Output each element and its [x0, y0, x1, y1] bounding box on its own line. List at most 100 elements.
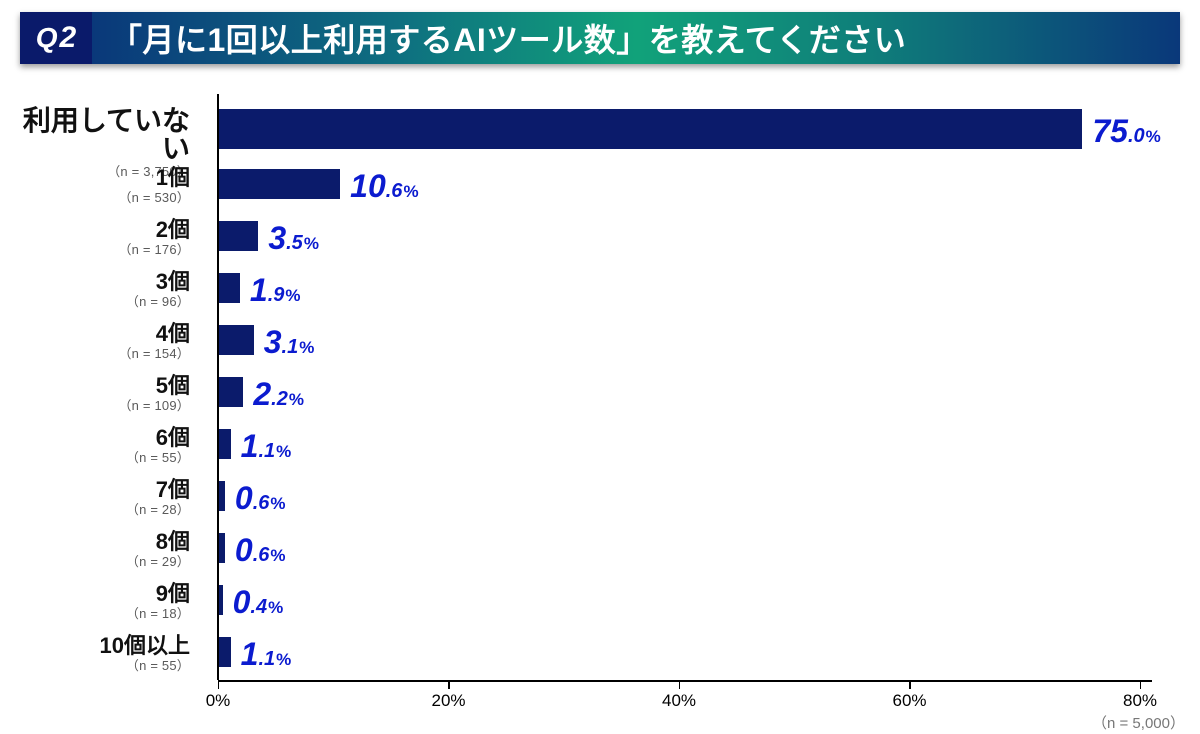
- bar: [218, 429, 231, 459]
- bar-row: 6個 （n = 55） 1.1%: [0, 418, 1180, 470]
- question-number-badge: Q2: [20, 12, 92, 64]
- category-text: 5個: [118, 375, 190, 397]
- bar: [218, 325, 254, 355]
- x-tick-label: 20%: [431, 691, 465, 711]
- x-axis-line: [218, 680, 1152, 682]
- bar-row: 8個 （n = 29） 0.6%: [0, 522, 1180, 574]
- value-pct: %: [403, 182, 418, 201]
- value-label: 3.5%: [268, 222, 319, 254]
- value-int: 0: [235, 480, 253, 516]
- bar-row: 7個 （n = 28） 0.6%: [0, 470, 1180, 522]
- value-dec: .1: [258, 648, 275, 670]
- value-pct: %: [299, 338, 314, 357]
- value-dec: .6: [253, 544, 270, 566]
- x-tick: [448, 680, 450, 689]
- value-label: 2.2%: [253, 378, 304, 410]
- title-bar: 「月に1回以上利用するAIツール数」を教えてください: [92, 12, 1180, 64]
- category-text: 8個: [126, 531, 190, 553]
- x-tick-label: 0%: [206, 691, 231, 711]
- value-label: 75.0%: [1092, 115, 1160, 147]
- value-dec: .4: [250, 596, 267, 618]
- category-n: （n = 55）: [100, 659, 190, 672]
- category-text: 1個: [118, 167, 190, 189]
- value-dec: .5: [286, 232, 303, 254]
- value-label: 10.6%: [350, 170, 418, 202]
- category-text: 9個: [126, 583, 190, 605]
- x-tick-label: 40%: [662, 691, 696, 711]
- bar-row: 5個 （n = 109） 2.2%: [0, 366, 1180, 418]
- value-pct: %: [270, 546, 285, 565]
- value-pct: %: [289, 390, 304, 409]
- value-int: 10: [350, 168, 386, 204]
- value-pct: %: [285, 286, 300, 305]
- value-dec: .9: [268, 284, 285, 306]
- category-label: 9個（n = 18）: [126, 583, 190, 620]
- category-n: （n = 55）: [126, 451, 190, 464]
- value-label: 0.4%: [233, 586, 284, 618]
- category-label: 5個 （n = 109）: [118, 375, 190, 412]
- x-tick: [909, 680, 911, 689]
- category-n: （n = 96）: [126, 295, 190, 308]
- value-int: 1: [250, 272, 268, 308]
- x-tick: [1140, 680, 1142, 689]
- bar-row: 利用していない（n = 3,750）75.0%: [0, 100, 1180, 158]
- category-n: （n = 28）: [126, 503, 190, 516]
- x-tick: [218, 680, 220, 689]
- category-text: 7個: [126, 479, 190, 501]
- bar: [218, 109, 1082, 149]
- value-dec: .6: [386, 180, 403, 202]
- value-pct: %: [270, 494, 285, 513]
- category-label: 7個 （n = 28）: [126, 479, 190, 516]
- category-label: 10個以上（n = 55）: [100, 635, 190, 672]
- bar: [218, 169, 340, 199]
- category-n: （n = 29）: [126, 555, 190, 568]
- value-label: 1.9%: [250, 274, 301, 306]
- value-dec: .6: [253, 492, 270, 514]
- value-dec: .1: [282, 336, 299, 358]
- value-int: 2: [253, 376, 271, 412]
- value-int: 0: [233, 584, 251, 620]
- category-text: 4個: [118, 323, 190, 345]
- y-axis-line: [217, 94, 219, 680]
- bar: [218, 533, 225, 563]
- category-label: 8個 （n = 29）: [126, 531, 190, 568]
- value-pct: %: [268, 598, 283, 617]
- value-int: 1: [241, 428, 259, 464]
- category-label: 6個 （n = 55）: [126, 427, 190, 464]
- bar-row: 9個（n = 18） 0.4%: [0, 574, 1180, 626]
- question-title: 「月に1回以上利用するAIツール数」を教えてください: [92, 15, 906, 61]
- bar: [218, 273, 240, 303]
- bar: [218, 637, 231, 667]
- x-tick-label: 60%: [892, 691, 926, 711]
- category-label: 3個 （n = 96）: [126, 271, 190, 308]
- value-dec: .1: [258, 440, 275, 462]
- x-tick-label: 80%: [1123, 691, 1157, 711]
- value-int: 1: [241, 636, 259, 672]
- category-n: （n = 176）: [118, 243, 190, 256]
- value-label: 0.6%: [235, 482, 286, 514]
- value-pct: %: [304, 234, 319, 253]
- category-text: 利用していない: [0, 107, 190, 163]
- value-int: 75: [1092, 113, 1128, 149]
- value-pct: %: [276, 650, 291, 669]
- category-label: 4個 （n = 154）: [118, 323, 190, 360]
- value-label: 1.1%: [241, 638, 292, 670]
- category-n: （n = 530）: [118, 191, 190, 204]
- value-label: 3.1%: [264, 326, 315, 358]
- value-dec: .2: [271, 388, 288, 410]
- value-pct: %: [276, 442, 291, 461]
- category-text: 6個: [126, 427, 190, 449]
- bar: [218, 481, 225, 511]
- value-label: 1.1%: [241, 430, 292, 462]
- question-header: Q2 「月に1回以上利用するAIツール数」を教えてください: [20, 12, 1180, 64]
- bar-row: 4個 （n = 154） 3.1%: [0, 314, 1180, 366]
- category-text: 3個: [126, 271, 190, 293]
- total-n-label: （n = 5,000）: [1092, 712, 1185, 733]
- category-n: （n = 109）: [118, 399, 190, 412]
- category-n: （n = 154）: [118, 347, 190, 360]
- value-int: 3: [268, 220, 286, 256]
- bar-chart: 利用していない（n = 3,750）75.0%1個（n = 530）10.6%2…: [0, 92, 1200, 704]
- value-label: 0.6%: [235, 534, 286, 566]
- category-text: 2個: [118, 219, 190, 241]
- value-int: 3: [264, 324, 282, 360]
